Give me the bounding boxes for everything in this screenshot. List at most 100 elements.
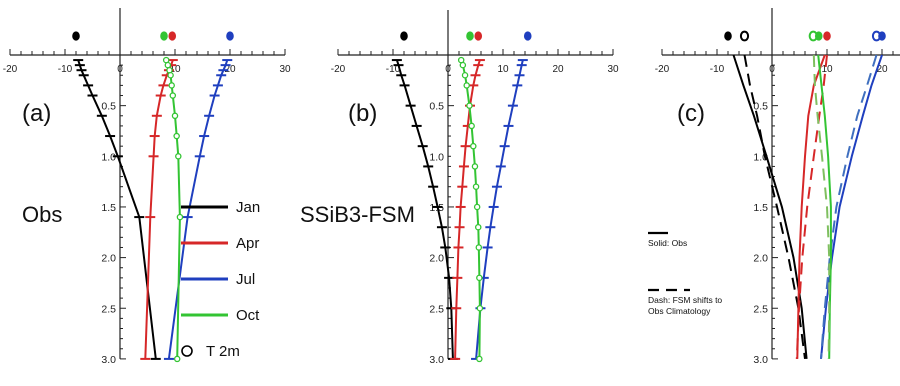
- series-oct-point: [473, 203, 481, 211]
- top-marker-oct: [814, 31, 823, 41]
- y-tick-label: 0.5: [429, 101, 444, 113]
- series-oct-point: [471, 163, 479, 170]
- panel-a-top-markers: [72, 31, 234, 41]
- legend-t2m-label: T 2m: [206, 343, 240, 360]
- y-tick-label: 3.0: [429, 354, 444, 366]
- series-oct-point: [476, 304, 484, 312]
- x-tick-label: 30: [607, 64, 619, 75]
- panel-c-notes: Solid: Obs Dash: FSM shifts to Obs Clima…: [648, 231, 722, 316]
- top-marker-jul: [523, 31, 532, 41]
- series-oct-point: [167, 72, 174, 79]
- y-tick-label: 1.0: [429, 151, 444, 163]
- series-oct-point: [470, 142, 477, 150]
- y-tick-label: 3.0: [101, 354, 116, 366]
- x-tick-label: 20: [224, 64, 236, 75]
- panel-c: -20-1001020300.51.01.52.02.53.0 (c) Soli…: [648, 8, 900, 366]
- x-tick-label: -20: [655, 64, 670, 75]
- series-oct-point: [476, 355, 483, 363]
- x-tick-label: 20: [552, 64, 564, 75]
- note-solid-label: Solid: Obs: [648, 238, 687, 248]
- y-tick-label: 2.5: [429, 303, 444, 315]
- panel-b-series-layer: [391, 56, 528, 363]
- y-tick-label: 0.5: [101, 101, 116, 113]
- series-oct-point: [474, 223, 482, 231]
- top-marker-apr: [168, 31, 177, 41]
- series-oct-point: [459, 61, 467, 69]
- series-oct-point: [173, 355, 181, 363]
- y-tick-label: 2.0: [753, 253, 768, 265]
- panel-a: -20-1001020300.51.01.52.02.53.0 (a) Obs …: [3, 8, 291, 366]
- top-marker-oct: [160, 31, 168, 41]
- top-marker-oct: [466, 31, 474, 41]
- legend-jan-label: Jan: [236, 199, 260, 216]
- panel-a-legend: Jan Apr Jul Oct T 2m: [181, 199, 260, 360]
- y-tick-label: 2.0: [101, 253, 116, 265]
- y-tick-label: 1.0: [101, 151, 116, 163]
- y-tick-label: 1.5: [101, 202, 116, 214]
- legend-jul-label: Jul: [236, 271, 255, 288]
- series-oct-point: [173, 132, 180, 140]
- x-tick-label: -10: [710, 64, 725, 75]
- x-tick-label: 10: [497, 64, 509, 75]
- x-tick-label: -10: [386, 64, 401, 75]
- series-oct-point: [466, 102, 473, 109]
- panel-a-axes: -20-1001020300.51.01.52.02.53.0: [3, 8, 291, 366]
- series-oct-point: [168, 82, 175, 89]
- top-marker-jan-open: [739, 30, 750, 42]
- top-marker-apr: [474, 31, 483, 41]
- panel-a-series-layer: [73, 56, 233, 363]
- y-tick-label: 2.5: [101, 303, 116, 315]
- series-jan-dashed-line: [743, 54, 806, 360]
- y-tick-label: 1.5: [753, 202, 768, 214]
- panel-b-axes: -20-1001020300.51.01.52.02.53.0: [331, 10, 619, 366]
- series-jul-line: [820, 54, 883, 359]
- series-oct-point: [169, 92, 177, 99]
- legend-oct-label: Oct: [236, 307, 260, 324]
- series-oct-point: [176, 213, 184, 221]
- y-tick-label: 2.0: [429, 253, 444, 265]
- series-jul-dashed-line: [820, 54, 878, 359]
- panel-c-axes: -20-1001020300.51.01.52.02.53.0: [655, 8, 900, 366]
- x-tick-label: -10: [58, 64, 73, 75]
- top-marker-jul: [226, 31, 234, 41]
- series-oct-point: [468, 122, 475, 130]
- series-oct-point: [463, 82, 470, 89]
- x-tick-label: 10: [169, 64, 181, 75]
- panel-c-series-layer: [732, 54, 883, 360]
- x-tick-label: 10: [821, 64, 833, 75]
- panel-c-top-markers: [724, 30, 886, 42]
- panel-b-top-markers: [400, 31, 532, 41]
- panel-b-label: (b): [348, 100, 377, 127]
- x-tick-label: 20: [876, 64, 888, 75]
- series-oct-line: [817, 54, 832, 359]
- top-marker-jan: [400, 31, 408, 41]
- y-tick-label: 2.5: [753, 303, 768, 315]
- top-marker-jan: [724, 31, 732, 41]
- panel-a-title: Obs: [22, 202, 62, 227]
- legend-t2m-marker: [181, 345, 193, 357]
- series-oct-point: [171, 112, 179, 120]
- top-marker-jan: [72, 31, 80, 41]
- x-tick-label: -20: [3, 64, 18, 75]
- series-apr-line: [796, 54, 826, 359]
- y-tick-label: 3.0: [753, 354, 768, 366]
- note-dash-label-2: Obs Climatology: [648, 306, 711, 316]
- series-oct-point: [461, 72, 469, 79]
- series-oct-point: [166, 66, 173, 74]
- panel-a-label: (a): [22, 100, 51, 127]
- series-oct-point: [175, 153, 182, 160]
- series-oct-point: [476, 274, 483, 282]
- series-jan-line: [732, 54, 808, 359]
- series-oct-point: [472, 183, 480, 190]
- legend-apr-label: Apr: [236, 235, 259, 252]
- y-tick-label: 0.5: [753, 101, 768, 113]
- panel-b: -20-1001020300.51.01.52.02.53.0 (b) SSiB…: [300, 10, 619, 366]
- series-oct-point: [475, 244, 483, 251]
- top-marker-jul: [878, 31, 886, 41]
- note-dash-label: Dash: FSM shifts to: [648, 295, 722, 305]
- x-tick-label: -20: [331, 64, 346, 75]
- panel-b-title: SSiB3-FSM: [300, 202, 415, 227]
- x-tick-label: 30: [279, 64, 291, 75]
